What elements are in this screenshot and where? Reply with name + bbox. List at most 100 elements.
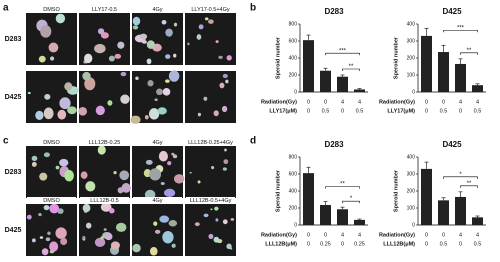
y-tick-label: 0: [294, 89, 297, 95]
row-name: Radiation(Gy): [379, 232, 415, 238]
bar: [303, 40, 314, 92]
spheroid: [208, 233, 214, 240]
spheroid: [120, 71, 127, 77]
spheroid: [108, 55, 115, 62]
spheroid: [171, 243, 176, 248]
label-bg: [133, 139, 182, 146]
spheroid: [43, 107, 54, 120]
spheroid: [226, 55, 232, 61]
spheroid: [39, 236, 44, 239]
spheroid: [107, 100, 113, 106]
spheroid: [31, 155, 38, 161]
spheroid: [172, 154, 178, 159]
row-name: LLY17(μM): [269, 108, 297, 114]
panel-letter: c: [3, 136, 9, 147]
spheroid: [223, 159, 229, 165]
y-tick-label: 600: [289, 171, 298, 177]
spheroid: [104, 232, 113, 241]
spheroid: [154, 98, 158, 101]
spheroid: [59, 97, 71, 110]
spheroid: [158, 150, 168, 162]
spheroid: [95, 105, 105, 116]
spheroid: [84, 53, 93, 64]
spheroid: [162, 88, 171, 96]
spheroid: [67, 106, 77, 115]
spheroid: [215, 40, 219, 44]
spheroid: [117, 41, 125, 49]
bar: [354, 219, 365, 225]
spheroid: [26, 214, 32, 220]
spheroid: [218, 55, 223, 59]
spheroid: [49, 241, 59, 252]
spheroid: [197, 180, 201, 184]
spheroid: [154, 229, 161, 234]
spheroid: [153, 221, 158, 226]
row-value: 0: [442, 232, 445, 238]
spheroid: [198, 24, 204, 30]
row-value: 0: [425, 232, 428, 238]
spheroid: [160, 181, 165, 185]
column-label: LLY17-0.5+4Gy: [191, 7, 230, 13]
row-value: 0: [341, 108, 344, 114]
row-value: 4: [341, 232, 344, 238]
micrograph: [26, 13, 77, 65]
y-axis-label: Speroid number: [275, 36, 281, 79]
significance-label: ***: [339, 48, 347, 54]
y-axis-label: Speroid number: [393, 36, 399, 79]
column-label: DMSO: [43, 140, 60, 146]
spheroid: [55, 227, 67, 239]
column-label: LLY17-0.5: [92, 7, 117, 13]
spheroid: [222, 73, 228, 79]
spheroid: [213, 236, 220, 243]
spheroid: [149, 247, 158, 256]
spheroid: [221, 105, 228, 113]
bar: [320, 70, 331, 92]
spheroid: [55, 165, 60, 170]
spheroid: [156, 88, 163, 96]
y-tick-label: 100: [407, 72, 416, 78]
panel-letter: b: [250, 3, 256, 14]
label-bg: [80, 139, 129, 146]
spheroid: [57, 109, 67, 120]
chart-title: D283: [324, 140, 344, 149]
spheroid: [113, 171, 117, 175]
row-value: 0.5: [356, 108, 364, 114]
chart-title: D425: [442, 140, 462, 149]
y-tick-label: 200: [407, 188, 416, 194]
spheroid: [85, 181, 96, 192]
spheroid: [45, 237, 51, 242]
spheroid: [208, 19, 214, 24]
row-name: Radiation(Gy): [261, 99, 297, 105]
significance-bracket: [342, 68, 360, 71]
spheroid: [135, 76, 139, 81]
row-value: 4: [459, 232, 462, 238]
spheroid: [38, 55, 46, 63]
y-tick-label: 0: [412, 89, 415, 95]
y-tick-label: 400: [407, 21, 416, 27]
spheroid: [39, 172, 48, 181]
column-label: 4Gy: [152, 7, 162, 13]
column-label: DMSO: [43, 7, 60, 13]
spheroid: [108, 207, 115, 214]
spheroid: [115, 222, 127, 232]
spheroid: [203, 213, 209, 218]
spheroid: [213, 110, 219, 117]
spheroid: [110, 241, 120, 250]
row-value: 0: [459, 108, 462, 114]
spheroid: [114, 53, 122, 59]
label-bg: [186, 6, 235, 13]
spheroid: [44, 93, 51, 100]
spheroid: [132, 243, 141, 253]
column-label: LLL12B-0.5+4Gy: [190, 198, 232, 204]
spheroid: [146, 58, 152, 65]
spheroid: [78, 107, 88, 116]
row-value: 0.5: [474, 241, 482, 247]
spheroid: [41, 248, 49, 256]
spheroid: [194, 222, 200, 227]
y-tick-label: 600: [289, 38, 298, 44]
bar: [421, 168, 432, 225]
bar: [354, 89, 365, 92]
row-value: 4: [476, 99, 479, 105]
significance-label: ***: [457, 25, 465, 31]
